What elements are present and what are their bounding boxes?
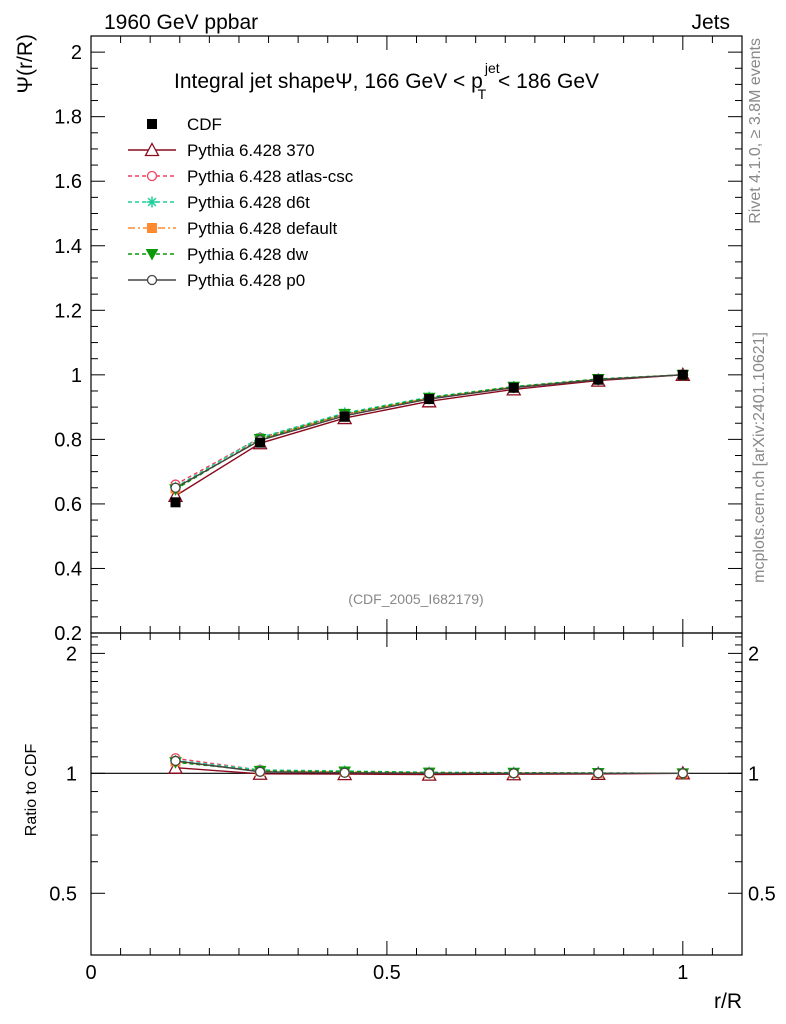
data-point xyxy=(170,497,181,508)
series-line-1 xyxy=(175,374,683,486)
x-tick-label: 0.5 xyxy=(373,962,401,984)
ratio-point-5 xyxy=(508,768,519,779)
ratio-plot-frame xyxy=(90,632,743,956)
x-axis-title: r/R xyxy=(714,990,742,1013)
plot-title: Integral jet shapeΨ, 166 GeV < pjet T < 1… xyxy=(174,60,599,102)
legend-label-3: Pythia 6.428 default xyxy=(187,219,338,238)
title-mid: , 166 GeV < p xyxy=(353,70,483,93)
y-tick-label: 0.8 xyxy=(54,429,82,451)
ratio-point-5 xyxy=(339,767,350,778)
rivet-version-label: Rivet 4.1.0, ≥ 3.8M events xyxy=(747,38,764,224)
legend-label-4: Pythia 6.428 dw xyxy=(187,245,309,264)
ratio-axis-title: Ratio to CDF xyxy=(23,744,40,837)
header-process-label: Jets xyxy=(691,11,730,34)
series-point-5 xyxy=(170,482,181,493)
title-prefix: Integral jet shape xyxy=(174,70,335,93)
data-point xyxy=(508,382,519,393)
legend-label-5: Pythia 6.428 p0 xyxy=(187,271,305,290)
legend-label-0: Pythia 6.428 370 xyxy=(187,141,315,160)
ratio-tick-label: 2 xyxy=(66,643,77,665)
data-point xyxy=(677,369,688,380)
y-axis-title: Ψ(r/R) xyxy=(14,34,37,94)
y-tick-label: 1.6 xyxy=(54,171,82,193)
data-point xyxy=(339,411,350,422)
legend-label-2: Pythia 6.428 d6t xyxy=(187,193,310,212)
legend-marker-cdf xyxy=(147,119,157,129)
y-tick-label: 1 xyxy=(71,365,82,387)
ratio-point-5 xyxy=(677,768,688,779)
ratio-tick-label: 0.5 xyxy=(49,883,77,905)
y-tick-label: 1.4 xyxy=(54,236,82,258)
y-tick-label: 2 xyxy=(71,42,82,64)
legend-label-cdf: CDF xyxy=(187,115,222,134)
y-tick-label: 1.8 xyxy=(54,107,82,129)
title-psi: Ψ xyxy=(335,70,353,93)
header-energy-label: 1960 GeV ppbar xyxy=(104,11,258,34)
ratio-tick-label-right: 1 xyxy=(748,763,759,785)
ratio-point-5 xyxy=(424,768,435,779)
title-sub: T xyxy=(478,86,487,102)
title-suffix: < 186 GeV xyxy=(492,70,599,93)
legend-marker-5 xyxy=(146,274,158,286)
y-tick-label: 0.2 xyxy=(54,623,82,645)
ratio-tick-label: 1 xyxy=(66,763,77,785)
legend-marker-0 xyxy=(144,142,160,157)
y-tick-label: 0.4 xyxy=(54,558,82,580)
legend-marker-3 xyxy=(147,223,157,233)
legend-marker-1 xyxy=(146,170,158,182)
x-tick-label: 1 xyxy=(677,962,688,984)
ratio-tick-label-right: 0.5 xyxy=(748,883,776,905)
ratio-point-5 xyxy=(170,755,181,767)
legend-marker-4 xyxy=(145,249,159,261)
legend-label-1: Pythia 6.428 atlas-csc xyxy=(187,167,354,186)
ratio-point-5 xyxy=(593,768,604,779)
legend-marker-2 xyxy=(146,196,158,208)
x-tick-label: 0 xyxy=(85,962,96,984)
ratio-tick-label-right: 2 xyxy=(748,643,759,665)
data-point xyxy=(593,374,604,385)
data-point xyxy=(255,437,266,448)
y-tick-label: 1.2 xyxy=(54,300,82,322)
mcplots-label: mcplots.cern.ch [arXiv:2401.10621] xyxy=(751,332,768,583)
ratio-point-5 xyxy=(254,766,266,777)
data-point xyxy=(424,394,435,405)
y-tick-label: 0.6 xyxy=(54,494,82,516)
analysis-watermark: (CDF_2005_I682179) xyxy=(348,591,483,607)
title-sup: jet xyxy=(484,60,500,76)
